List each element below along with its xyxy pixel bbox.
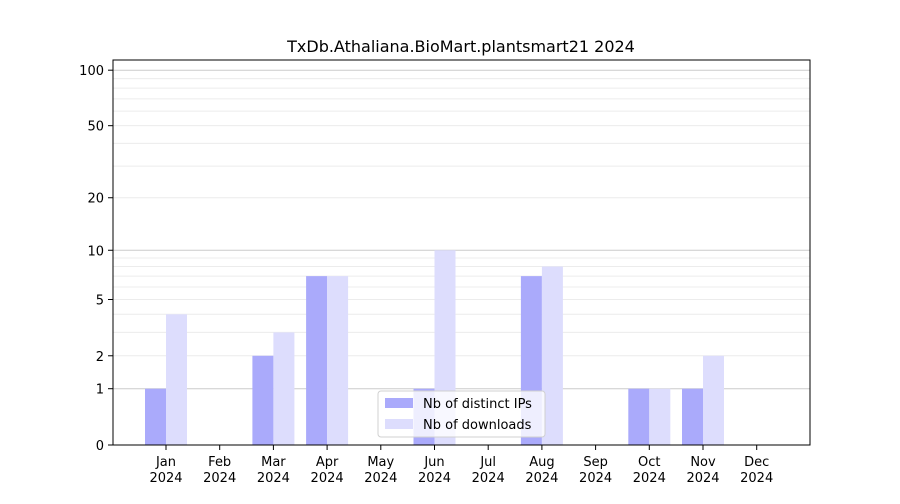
legend-swatch (385, 419, 413, 429)
legend-label: Nb of downloads (423, 418, 532, 433)
x-tick-label: Jul 2024 (472, 455, 505, 486)
chart-title: TxDb.Athaliana.BioMart.plantsmart21 2024 (286, 37, 635, 56)
x-tick-label: Oct 2024 (633, 455, 666, 486)
bar-ips (145, 388, 166, 445)
y-tick-label: 2 (96, 350, 104, 365)
y-tick-label: 20 (87, 192, 104, 207)
x-tick-label: Dec 2024 (740, 455, 773, 486)
legend-label: Nb of distinct IPs (423, 397, 532, 412)
x-tick-label: Sep 2024 (579, 455, 612, 486)
x-tick-label: Apr 2024 (311, 455, 344, 486)
x-tick-label: Feb 2024 (203, 455, 236, 486)
x-tick-label: Nov 2024 (686, 455, 719, 486)
y-tick-label: 50 (87, 120, 104, 135)
bar-ips (306, 276, 328, 445)
bar-downloads (273, 332, 295, 445)
x-tick-label: Mar 2024 (257, 455, 290, 486)
legend-box (377, 390, 546, 438)
legend: Nb of distinct IPs Nb of downloads (377, 390, 546, 438)
plot-frame (112, 59, 811, 446)
y-tick-label: 1 (96, 383, 104, 398)
bar-ips (628, 388, 650, 445)
bar-downloads (703, 355, 724, 445)
y-tick-label: 5 (96, 293, 104, 308)
x-tick-label: Jan 2024 (149, 455, 182, 486)
bar-downloads (166, 314, 187, 445)
x-tick-label: May 2024 (364, 455, 397, 486)
y-tick-label: 100 (79, 64, 104, 79)
y-tick-label: 10 (87, 244, 104, 259)
bar-ips (682, 388, 703, 445)
legend-swatch (385, 398, 413, 408)
bar-downloads (649, 388, 671, 445)
bar-downloads (541, 266, 563, 445)
bar-downloads (327, 276, 349, 445)
x-tick-label: Jun 2024 (418, 455, 451, 486)
x-tick-label: Aug 2024 (525, 455, 558, 486)
y-tick-label: 0 (96, 439, 104, 454)
bar-ips (252, 355, 274, 445)
